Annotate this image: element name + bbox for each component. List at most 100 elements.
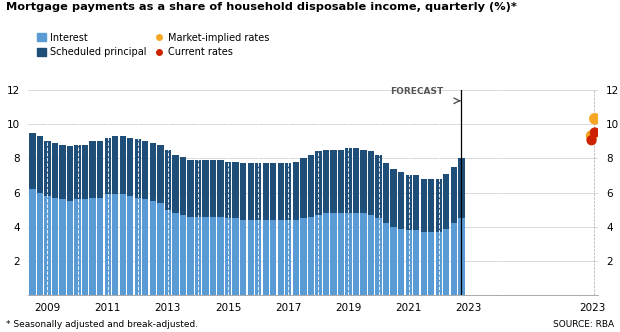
- Bar: [428, 179, 435, 232]
- Bar: [142, 141, 148, 200]
- Bar: [383, 163, 389, 223]
- Bar: [285, 163, 291, 220]
- Bar: [29, 132, 35, 189]
- Bar: [315, 215, 322, 295]
- Bar: [413, 230, 419, 295]
- Bar: [405, 175, 412, 230]
- Bar: [97, 141, 104, 198]
- Text: SOURCE: RBA: SOURCE: RBA: [552, 320, 614, 329]
- Bar: [127, 138, 133, 196]
- Bar: [368, 151, 374, 215]
- Bar: [97, 198, 104, 295]
- Bar: [428, 232, 435, 295]
- Bar: [82, 200, 88, 295]
- Bar: [37, 136, 43, 193]
- Bar: [330, 150, 337, 213]
- Bar: [232, 162, 239, 218]
- Bar: [60, 144, 66, 200]
- Bar: [345, 213, 352, 295]
- Bar: [210, 160, 216, 216]
- Bar: [345, 148, 352, 213]
- Bar: [262, 163, 269, 220]
- Bar: [120, 194, 126, 295]
- Bar: [37, 193, 43, 295]
- Bar: [353, 148, 359, 213]
- Bar: [391, 169, 397, 227]
- Bar: [67, 201, 73, 295]
- Bar: [195, 160, 201, 216]
- Bar: [262, 220, 269, 295]
- Bar: [451, 167, 457, 223]
- Text: * Seasonally adjusted and break-adjusted.: * Seasonally adjusted and break-adjusted…: [6, 320, 198, 329]
- Bar: [218, 216, 224, 295]
- Bar: [278, 220, 284, 295]
- Bar: [443, 229, 449, 295]
- Bar: [376, 155, 382, 218]
- Bar: [112, 136, 118, 194]
- Bar: [232, 218, 239, 295]
- Bar: [180, 157, 186, 215]
- Bar: [44, 141, 51, 196]
- Bar: [353, 213, 359, 295]
- Bar: [308, 216, 314, 295]
- Bar: [105, 138, 111, 194]
- Bar: [368, 215, 374, 295]
- Bar: [398, 229, 404, 295]
- Bar: [270, 163, 277, 220]
- Point: [590, 130, 600, 135]
- Bar: [142, 200, 148, 295]
- Bar: [67, 146, 73, 201]
- Bar: [52, 198, 58, 295]
- Bar: [120, 136, 126, 194]
- Text: FORECAST: FORECAST: [390, 87, 443, 96]
- Bar: [210, 216, 216, 295]
- Bar: [398, 172, 404, 229]
- Bar: [44, 196, 51, 295]
- Bar: [89, 198, 95, 295]
- Bar: [458, 218, 464, 295]
- Bar: [458, 158, 464, 218]
- Bar: [172, 155, 179, 213]
- Bar: [443, 174, 449, 229]
- Bar: [89, 141, 95, 198]
- Bar: [165, 150, 171, 210]
- Bar: [135, 198, 141, 295]
- Bar: [360, 213, 366, 295]
- Bar: [149, 143, 156, 201]
- Bar: [308, 155, 314, 216]
- Bar: [187, 160, 193, 216]
- Bar: [74, 144, 81, 200]
- Bar: [225, 162, 231, 218]
- Bar: [420, 179, 427, 232]
- Point: [587, 137, 596, 143]
- Bar: [451, 223, 457, 295]
- Bar: [105, 194, 111, 295]
- Point: [587, 133, 596, 139]
- Bar: [360, 150, 366, 213]
- Point: [590, 116, 600, 122]
- Bar: [202, 160, 209, 216]
- Bar: [255, 220, 262, 295]
- Bar: [436, 179, 442, 232]
- Bar: [323, 213, 329, 295]
- Bar: [187, 216, 193, 295]
- Bar: [29, 189, 35, 295]
- Bar: [436, 232, 442, 295]
- Bar: [405, 230, 412, 295]
- Bar: [240, 220, 246, 295]
- Bar: [247, 220, 254, 295]
- Bar: [270, 220, 277, 295]
- Bar: [149, 201, 156, 295]
- Bar: [52, 143, 58, 198]
- Bar: [218, 160, 224, 216]
- Bar: [383, 223, 389, 295]
- Bar: [180, 215, 186, 295]
- Bar: [82, 144, 88, 200]
- Text: Mortgage payments as a share of household disposable income, quarterly (%)*: Mortgage payments as a share of househol…: [6, 2, 517, 12]
- Bar: [157, 203, 164, 295]
- Bar: [172, 213, 179, 295]
- Bar: [240, 163, 246, 220]
- Bar: [278, 163, 284, 220]
- Bar: [165, 210, 171, 295]
- Bar: [112, 194, 118, 295]
